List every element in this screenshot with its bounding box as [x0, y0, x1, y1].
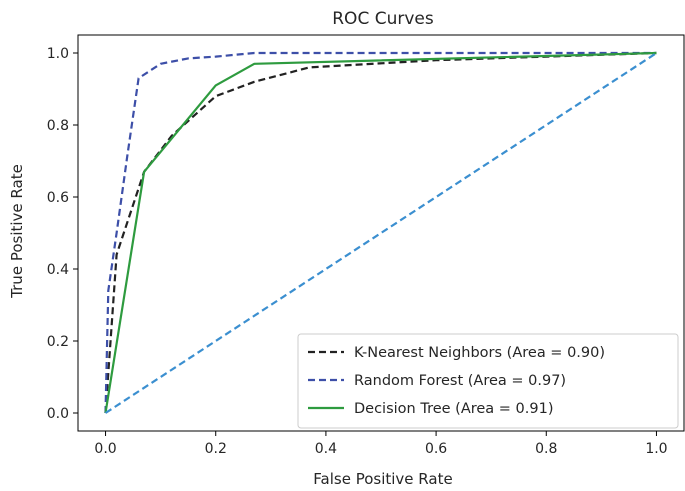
x-tick-label: 0.2 [205, 441, 227, 457]
chart-title: ROC Curves [332, 9, 434, 29]
x-tick-label: 1.0 [645, 441, 667, 457]
legend-label: Decision Tree (Area = 0.91) [354, 401, 554, 417]
series-lines [104, 51, 658, 414]
y-tick-label: 0.6 [47, 190, 69, 206]
plot-area: 0.0 0.2 0.4 0.6 0.8 1.0 0.0 0.2 0.4 0.6 0.8 1.0 [47, 34, 685, 457]
axes: 0.0 0.2 0.4 0.6 0.8 1.0 0.0 0.2 0.4 0.6 0.8 1.0 [47, 34, 685, 457]
y-tick-label: 1.0 [47, 46, 69, 62]
y-axis-label: True Positive Rate [8, 164, 26, 299]
x-tick-label: 0.6 [425, 441, 447, 457]
legend-box [297, 333, 679, 429]
axes-frame [77, 34, 685, 432]
legend: K-Nearest Neighbors (Area = 0.90) Random … [297, 333, 679, 429]
x-tick-label: 0.4 [315, 441, 337, 457]
series-line-0 [104, 51, 657, 414]
legend-label: K-Nearest Neighbors (Area = 0.90) [354, 345, 605, 361]
y-tick-label: 0.4 [47, 262, 69, 278]
x-tick-label: 0.0 [94, 441, 116, 457]
x-tick-label: 0.8 [535, 441, 557, 457]
y-tick-label: 0.0 [47, 406, 69, 422]
legend-label: Random Forest (Area = 0.97) [354, 373, 566, 389]
y-tick-label: 0.8 [47, 118, 69, 134]
y-tick-label: 0.2 [47, 334, 69, 350]
x-axis-label: False Positive Rate [313, 470, 452, 488]
series-line-2 [104, 51, 657, 414]
